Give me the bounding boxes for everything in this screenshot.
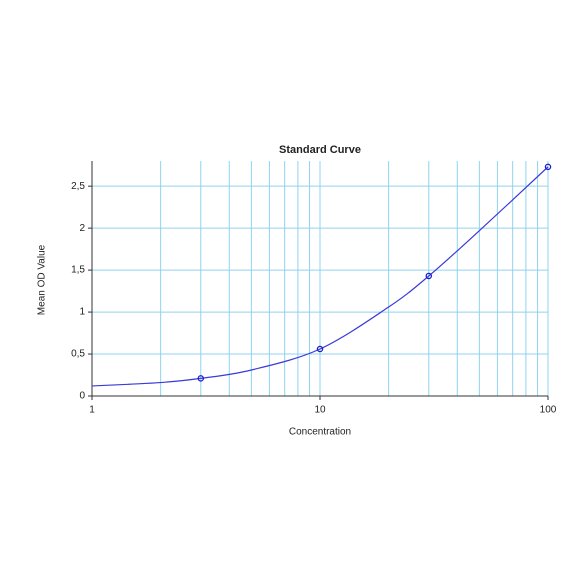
y-tick-label: 2 [79,223,85,234]
x-axis-label: Concentration [289,427,351,438]
y-axis-label: Mean OD Value [37,244,48,315]
data-point [197,375,205,382]
grid: 1 10 100 0 0,5 1 1,5 2 2,5 [71,161,557,416]
y-tick-label: 1 [79,307,85,318]
x-tick-label: 1 [89,405,95,416]
y-tick-label: 2,5 [71,181,85,192]
fit-curve [91,166,549,387]
y-tick-label: 0 [79,391,85,402]
y-tick-label: 1,5 [71,265,85,276]
data-point [544,163,552,171]
chart-title: Standard Curve [279,144,361,156]
y-tick-label: 0,5 [71,349,85,360]
x-tick-label: 10 [314,405,326,416]
data-point [316,345,324,353]
x-tick-label: 100 [540,405,557,416]
data-point [425,272,433,280]
plot [91,163,552,387]
